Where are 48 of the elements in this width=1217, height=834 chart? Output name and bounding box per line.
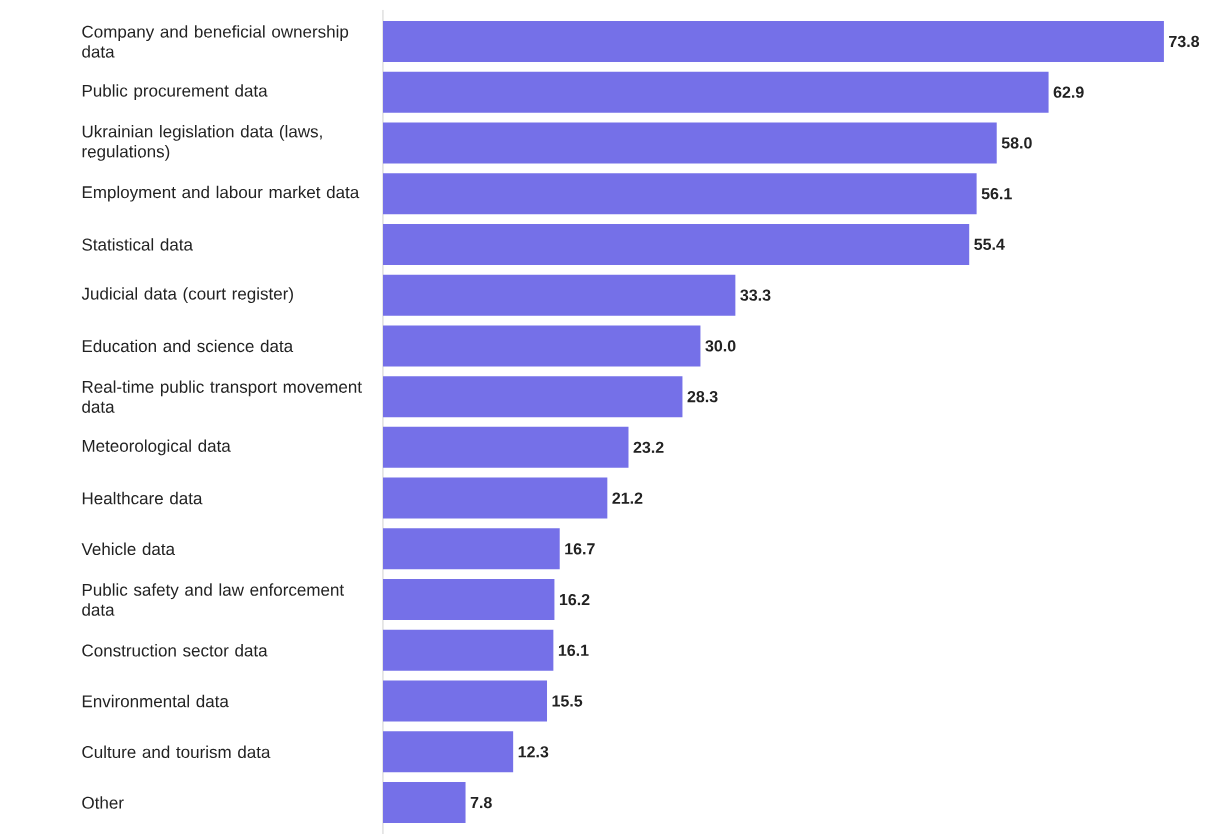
data-label: 28.3 <box>687 390 718 403</box>
data-label: 12.3 <box>518 745 549 758</box>
y-tick-label: Meteorological data <box>82 439 231 456</box>
bar <box>383 477 608 519</box>
y-tick-label: Other <box>82 796 124 809</box>
bar <box>383 375 683 417</box>
y-tick-label: Culture and tourism data <box>82 745 271 758</box>
bar <box>383 325 701 367</box>
y-tick-label: Statistical data <box>82 237 193 251</box>
data-label: 62.9 <box>1053 86 1084 98</box>
bar <box>383 629 554 671</box>
y-tick-label: Education and science data <box>82 339 294 352</box>
bar <box>383 731 514 773</box>
bar <box>383 578 555 620</box>
data-label: 21.2 <box>612 492 643 504</box>
y-tick-label: Vehicle data <box>81 542 176 555</box>
y-tick-label: Real-time public transport movement data <box>82 380 362 413</box>
bar <box>383 781 466 823</box>
bar <box>383 223 970 265</box>
bar <box>383 680 548 722</box>
data-label: 73.8 <box>1169 35 1200 47</box>
y-tick-label: Public safety and law enforcement data <box>82 583 344 616</box>
y-tick-label: Construction sector data <box>82 643 268 657</box>
y-tick-label: Environmental data <box>82 694 229 708</box>
data-label: 56.1 <box>981 187 1012 200</box>
bar <box>383 71 1049 113</box>
y-tick-label: Employment and labour market data <box>82 185 360 202</box>
bar <box>383 20 1164 62</box>
y-tick-label: Public procurement data <box>82 84 268 100</box>
data-label: 30.0 <box>705 340 736 352</box>
data-label: 55.4 <box>974 238 1005 250</box>
bar <box>383 172 977 214</box>
y-tick-label: Company and beneficial ownership data <box>82 25 349 58</box>
bar <box>383 528 560 570</box>
data-label: 23.2 <box>633 441 664 453</box>
data-label: 7.8 <box>470 796 492 809</box>
data-label: 15.5 <box>552 695 583 707</box>
data-label: 16.2 <box>559 593 590 606</box>
y-tick-label: Judicial data (court register) <box>81 287 293 303</box>
y-tick-label: Healthcare data <box>82 491 203 505</box>
data-label: 33.3 <box>740 289 771 301</box>
data-label: 58.0 <box>1001 137 1032 149</box>
data-label: 16.1 <box>558 644 589 656</box>
bar <box>383 122 997 164</box>
data-label: 16.7 <box>565 543 595 555</box>
bar <box>383 274 736 316</box>
bar <box>383 426 629 468</box>
y-tick-label: Ukrainian legislation data (laws, regulations) <box>82 124 322 161</box>
